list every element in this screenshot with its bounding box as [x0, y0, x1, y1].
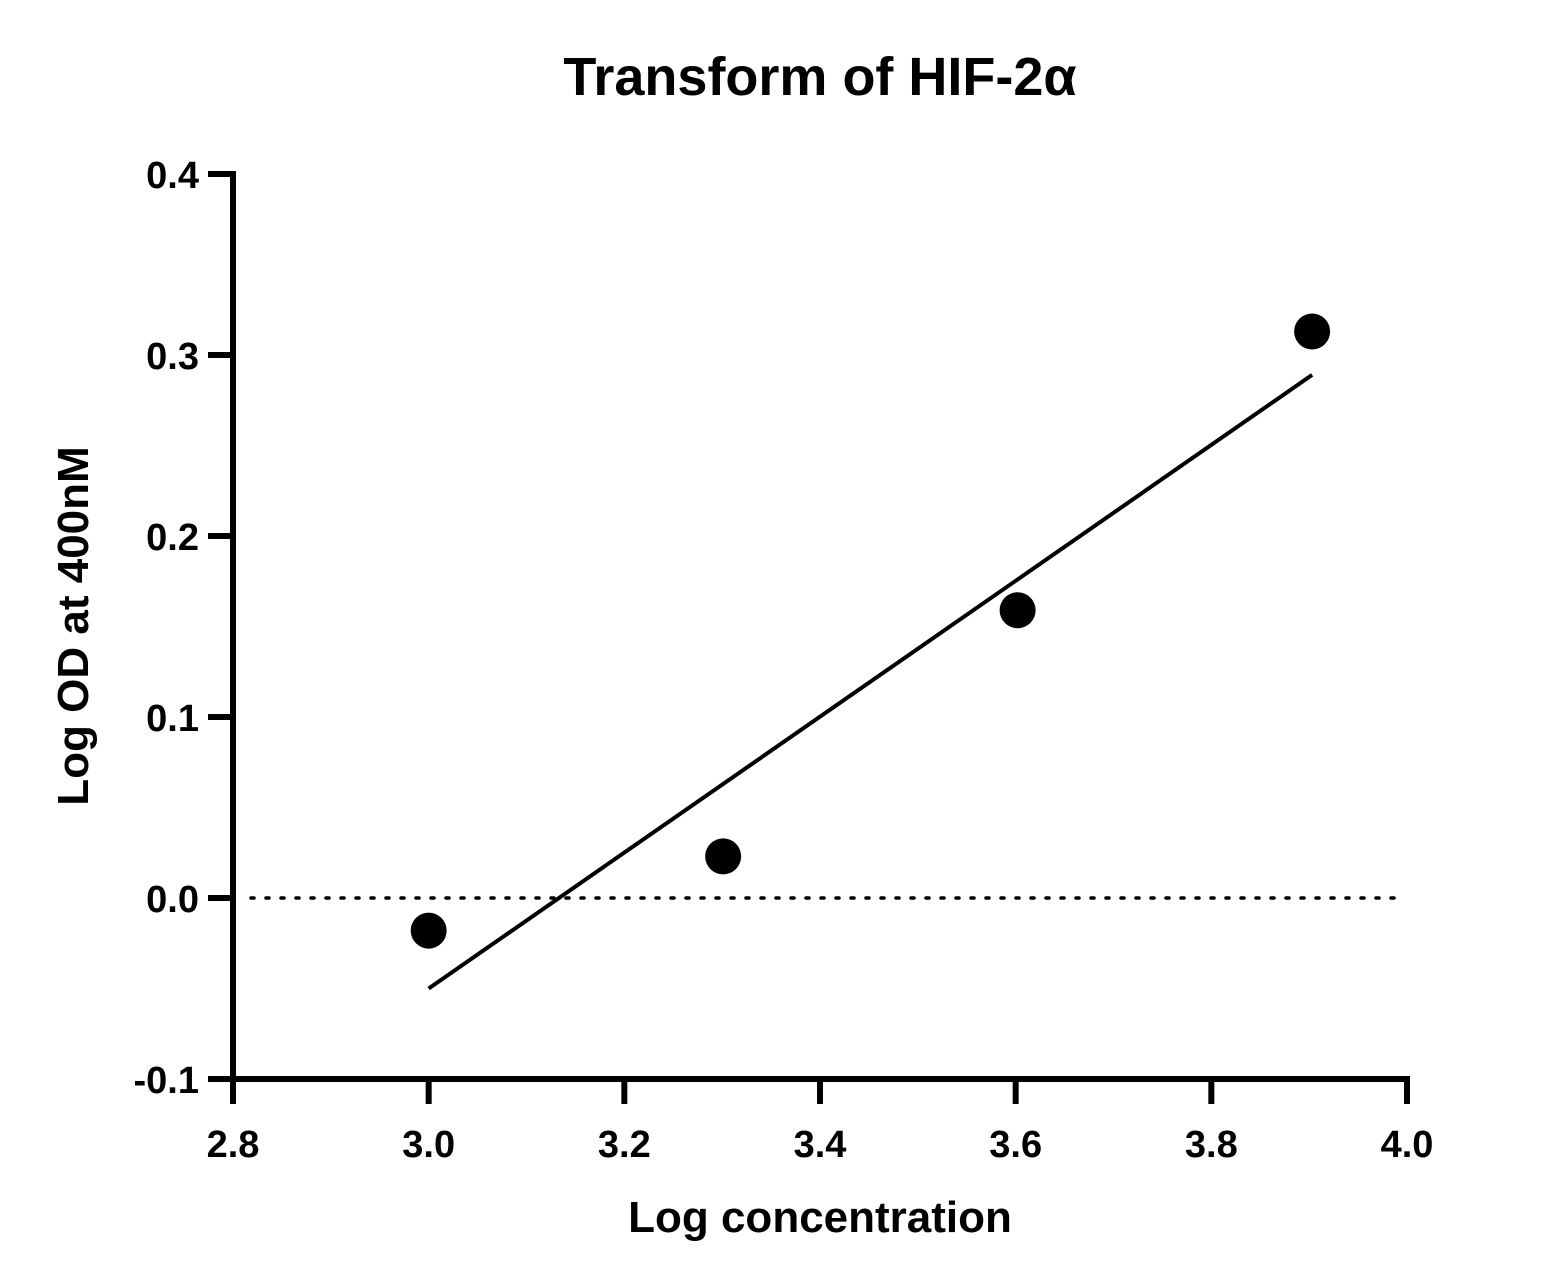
y-tick-label: 0.3 — [146, 336, 199, 378]
linear-fit-line — [427, 373, 1314, 991]
x-tick-label: 3.8 — [1185, 1124, 1238, 1166]
y-axis: -0.1 0.0 0.1 0.2 0.3 0.4 — [134, 155, 236, 1102]
chart-title: Transform of HIF-2α — [563, 47, 1076, 107]
x-tick-label: 3.6 — [989, 1124, 1042, 1166]
data-point — [705, 838, 742, 875]
y-axis-label: Log OD at 400nM — [49, 446, 98, 805]
x-tick-label: 3.0 — [402, 1124, 455, 1166]
data-point — [999, 592, 1036, 629]
x-axis: 2.8 3.0 3.2 3.4 3.6 3.8 4.0 — [207, 1076, 1434, 1166]
x-tick-label: 3.4 — [794, 1124, 847, 1166]
data-points — [410, 313, 1331, 949]
y-tick-label: 0.4 — [146, 155, 199, 197]
data-point — [410, 912, 447, 949]
x-tick-label: 4.0 — [1381, 1124, 1434, 1166]
y-tick-label: -0.1 — [134, 1060, 199, 1102]
y-tick-label: 0.0 — [146, 879, 199, 921]
x-tick-label: 3.2 — [598, 1124, 651, 1166]
x-tick-label: 2.8 — [207, 1124, 260, 1166]
data-point — [1294, 313, 1331, 350]
x-axis-label: Log concentration — [628, 1193, 1012, 1242]
plot-area — [249, 313, 1405, 991]
y-tick-label: 0.1 — [146, 698, 199, 740]
y-tick-label: 0.2 — [146, 517, 199, 559]
